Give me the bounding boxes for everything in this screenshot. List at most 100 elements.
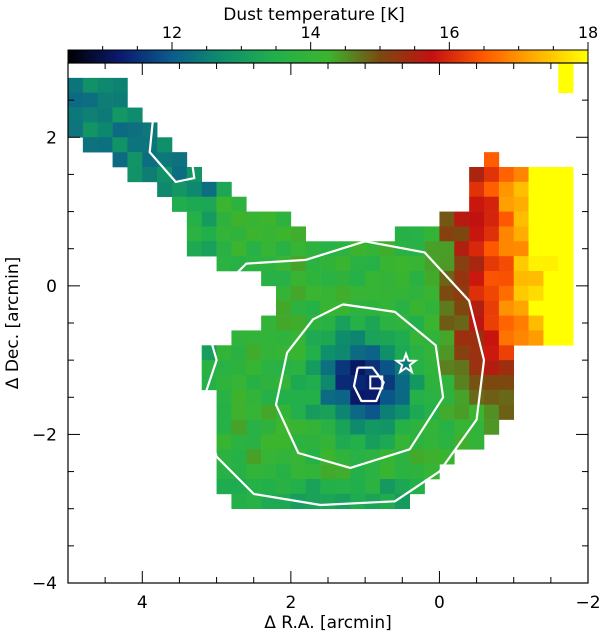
- heatmap-pixel: [157, 152, 173, 168]
- heatmap-pixel: [276, 464, 292, 480]
- heatmap-pixel: [394, 389, 411, 406]
- heatmap-pixel: [335, 345, 351, 361]
- heatmap-pixel: [276, 389, 292, 406]
- heatmap-pixel: [68, 122, 84, 138]
- heatmap-pixel: [320, 315, 336, 331]
- heatmap-pixel: [246, 479, 262, 495]
- heatmap-pixel: [231, 375, 247, 391]
- heatmap-pixel: [320, 434, 336, 450]
- x-axis-tick-label: 0: [434, 593, 445, 613]
- heatmap-pixel: [290, 315, 307, 331]
- heatmap-pixel: [424, 449, 440, 465]
- heatmap-pixel: [350, 419, 366, 435]
- heatmap-pixel: [112, 92, 128, 108]
- heatmap-pixel: [484, 404, 500, 420]
- heatmap-pixel: [498, 315, 515, 331]
- markers: [369, 350, 419, 390]
- heatmap-pixel: [469, 360, 485, 376]
- heatmap-pixel: [424, 271, 440, 287]
- heatmap-pixel: [335, 434, 351, 450]
- colorbar-label: Dust temperature [K]: [223, 5, 404, 25]
- heatmap-pixel: [261, 315, 277, 331]
- heatmap-pixel: [543, 256, 559, 272]
- heatmap-pixel: [276, 226, 292, 242]
- heatmap-pixel: [261, 345, 277, 361]
- heatmap-pixel: [365, 434, 381, 450]
- heatmap-pixel: [320, 285, 336, 302]
- heatmap-pixel: [454, 226, 470, 242]
- heatmap-pixel: [350, 493, 366, 510]
- heatmap-pixel: [513, 285, 529, 302]
- heatmap-pixel: [246, 449, 262, 465]
- heatmap-pixel: [82, 122, 99, 138]
- heatmap-pixel: [142, 167, 158, 183]
- heatmap-pixel: [498, 167, 515, 183]
- heatmap-pixel: [439, 345, 455, 361]
- heatmap-pixel: [543, 315, 559, 331]
- heatmap-pixel: [186, 241, 203, 257]
- heatmap-pixel: [484, 271, 500, 287]
- heatmap-pixel: [216, 181, 232, 198]
- heatmap-pixel: [261, 375, 277, 391]
- heatmap-pixel: [305, 389, 321, 406]
- heatmap-pixel: [394, 315, 411, 331]
- heatmap-pixel: [320, 256, 336, 272]
- heatmap-pixel: [261, 464, 277, 480]
- heatmap-pixel: [261, 419, 277, 435]
- heatmap-pixel: [528, 226, 544, 242]
- heatmap-pixel: [454, 404, 470, 420]
- heatmap-pixel: [127, 122, 143, 138]
- heatmap-pixel: [112, 122, 128, 138]
- heatmap-pixel: [394, 479, 411, 495]
- colorbar-tick-label: 12: [162, 23, 182, 42]
- heatmap-pixel: [290, 419, 307, 435]
- heatmap-pixel: [350, 256, 366, 272]
- heatmap-pixel: [305, 285, 321, 302]
- heatmap-pixel: [276, 285, 292, 302]
- heatmap-pixel: [558, 196, 574, 212]
- heatmap-pixel: [231, 449, 247, 465]
- heatmap-pixel: [439, 315, 455, 331]
- heatmap-pixel: [320, 375, 336, 391]
- heatmap-pixel: [513, 330, 529, 346]
- heatmap-pixel: [276, 404, 292, 420]
- heatmap-pixel: [439, 330, 455, 346]
- heatmap-pixel: [305, 271, 321, 287]
- heatmap-pixel: [320, 330, 336, 346]
- heatmap-pixel: [276, 375, 292, 391]
- heatmap-pixel: [558, 285, 574, 302]
- heatmap-pixel: [365, 271, 381, 287]
- heatmap-pixel: [350, 300, 366, 316]
- y-axis-tick-label: 2: [46, 128, 57, 148]
- heatmap-pixel: [246, 330, 262, 346]
- heatmap-pixel: [365, 315, 381, 331]
- heatmap-pixel: [68, 77, 84, 94]
- heatmap-pixel: [484, 226, 500, 242]
- heatmap-pixel: [365, 330, 381, 346]
- heatmap-pixel: [484, 315, 500, 331]
- heatmap-pixel: [380, 360, 396, 376]
- heatmap-pixel: [246, 389, 262, 406]
- heatmap-pixel: [290, 375, 307, 391]
- heatmap-pixel: [454, 419, 470, 435]
- heatmap-pixel: [380, 389, 396, 406]
- contour-level-3: [274, 303, 445, 469]
- heatmap-pixel: [231, 404, 247, 420]
- heatmap-pixel: [350, 330, 366, 346]
- heatmap-pixel: [305, 493, 321, 510]
- heatmap-pixel: [558, 256, 574, 272]
- heatmap-pixel: [484, 330, 500, 346]
- heatmap-pixel: [424, 241, 440, 257]
- heatmap-pixel: [350, 404, 366, 420]
- heatmap-pixel: [112, 137, 128, 153]
- heatmap-pixel: [290, 345, 307, 361]
- heatmap-pixel: [216, 404, 232, 420]
- heatmap-pixel: [335, 479, 351, 495]
- heatmap-pixel: [424, 464, 440, 480]
- heatmap-pixel: [439, 211, 455, 227]
- heatmap-pixel: [424, 285, 440, 302]
- heatmap-pixel: [216, 360, 232, 376]
- heatmap-pixel: [394, 464, 411, 480]
- heatmap-pixel: [186, 181, 203, 198]
- heatmap-pixel: [276, 241, 292, 257]
